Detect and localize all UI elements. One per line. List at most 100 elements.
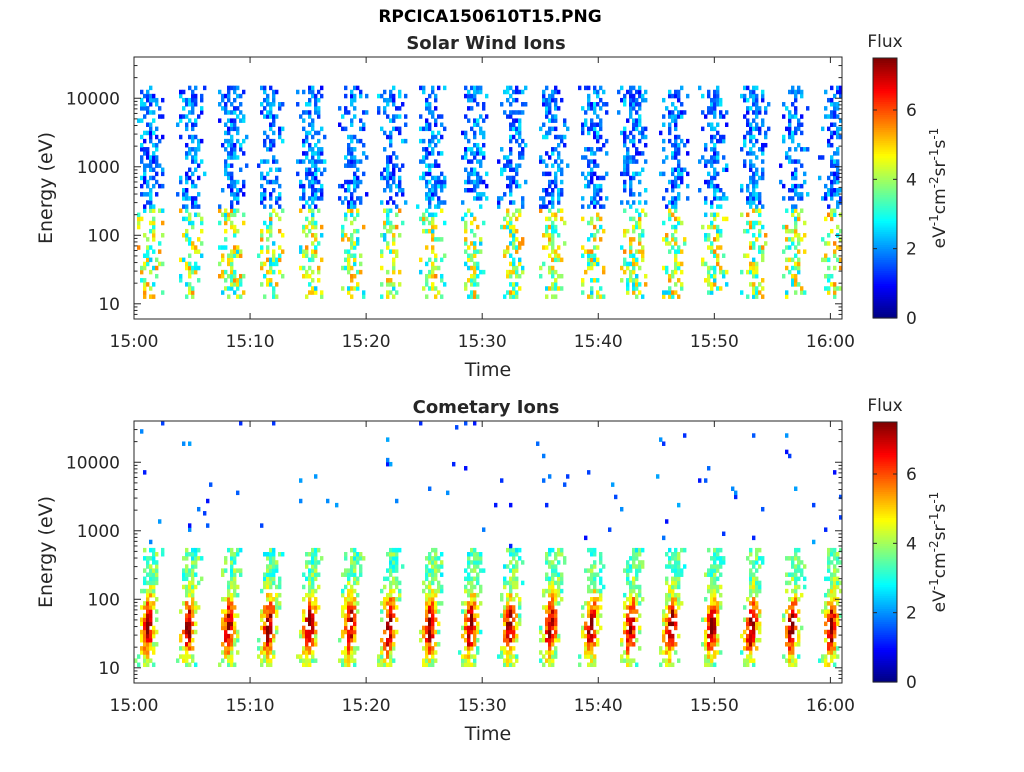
flux-cell: [464, 114, 467, 118]
flux-cell: [428, 650, 431, 654]
flux-cell: [278, 581, 281, 585]
flux-cell: [260, 523, 263, 527]
flux-cell: [383, 237, 386, 241]
flux-cell: [620, 658, 623, 662]
flux-cell: [314, 658, 317, 662]
flux-cell: [758, 249, 761, 253]
flux-cell: [158, 208, 161, 212]
flux-cell: [716, 123, 719, 127]
flux-cell: [467, 245, 470, 249]
flux-cell: [203, 172, 206, 176]
flux-cell: [749, 123, 752, 127]
flux-cell: [713, 548, 716, 552]
flux-cell: [644, 274, 647, 278]
flux-cell: [362, 172, 365, 176]
flux-cell: [506, 208, 509, 212]
flux-cell: [317, 114, 320, 118]
flux-cell: [179, 634, 182, 638]
flux-cell: [632, 601, 635, 605]
flux-cell: [629, 249, 632, 253]
flux-cell: [233, 118, 236, 122]
flux-cell: [461, 131, 464, 135]
flux-cell: [629, 556, 632, 560]
flux-cell: [464, 94, 467, 98]
flux-cell: [749, 282, 752, 286]
flux-cell: [305, 654, 308, 658]
flux-cell: [788, 229, 791, 233]
flux-cell: [632, 155, 635, 159]
flux-cell: [668, 589, 671, 593]
flux-cell: [200, 106, 203, 110]
flux-cell: [518, 208, 521, 212]
flux-cell: [515, 270, 518, 274]
flux-cell: [626, 642, 629, 646]
flux-cell: [563, 143, 566, 147]
flux-cell: [797, 258, 800, 262]
flux-cell: [746, 622, 749, 626]
flux-cell: [185, 155, 188, 159]
flux-cell: [713, 217, 716, 221]
flux-cell: [143, 294, 146, 298]
flux-cell: [278, 577, 281, 581]
flux-cell: [299, 208, 302, 212]
flux-cell: [425, 274, 428, 278]
flux-cell: [635, 294, 638, 298]
flux-cell: [521, 155, 524, 159]
flux-cell: [353, 589, 356, 593]
flux-cell: [311, 241, 314, 245]
flux-cell: [632, 658, 635, 662]
flux-cell: [224, 168, 227, 172]
flux-cell: [269, 556, 272, 560]
flux-cell: [305, 658, 308, 662]
flux-cell: [437, 151, 440, 155]
flux-cell: [587, 237, 590, 241]
flux-cell: [425, 180, 428, 184]
flux-cell: [473, 613, 476, 617]
flux-cell: [788, 155, 791, 159]
flux-cell: [347, 663, 350, 667]
flux-cell: [425, 577, 428, 581]
flux-cell: [515, 118, 518, 122]
flux-cell: [263, 143, 266, 147]
flux-cell: [305, 630, 308, 634]
flux-cell: [584, 642, 587, 646]
flux-cell: [236, 155, 239, 159]
flux-cell: [713, 568, 716, 572]
flux-cell: [755, 237, 758, 241]
flux-cell: [497, 159, 500, 163]
flux-cell: [386, 102, 389, 106]
flux-cell: [344, 556, 347, 560]
flux-cell: [629, 626, 632, 630]
flux-cell: [629, 593, 632, 597]
flux-cell: [791, 176, 794, 180]
flux-cell: [713, 147, 716, 151]
flux-cell: [722, 168, 725, 172]
flux-cell: [425, 208, 428, 212]
flux-cell: [395, 499, 398, 503]
flux-cell: [524, 180, 527, 184]
flux-cell: [593, 196, 596, 200]
flux-cell: [719, 266, 722, 270]
flux-cell: [347, 638, 350, 642]
flux-cell: [146, 593, 149, 597]
flux-cell: [761, 204, 764, 208]
flux-cell: [464, 466, 467, 470]
flux-cell: [365, 192, 368, 196]
flux-cell: [620, 507, 623, 511]
flux-cell: [395, 192, 398, 196]
flux-cell: [785, 290, 788, 294]
flux-cell: [305, 151, 308, 155]
flux-cell: [185, 188, 188, 192]
flux-cell: [629, 106, 632, 110]
flux-cell: [182, 217, 185, 221]
flux-cell: [224, 131, 227, 135]
flux-cell: [512, 581, 515, 585]
flux-cell: [704, 262, 707, 266]
flux-cell: [350, 139, 353, 143]
flux-cell: [635, 98, 638, 102]
flux-cell: [230, 192, 233, 196]
flux-cell: [560, 188, 563, 192]
flux-cell: [548, 642, 551, 646]
flux-cell: [470, 258, 473, 262]
flux-cell: [338, 184, 341, 188]
